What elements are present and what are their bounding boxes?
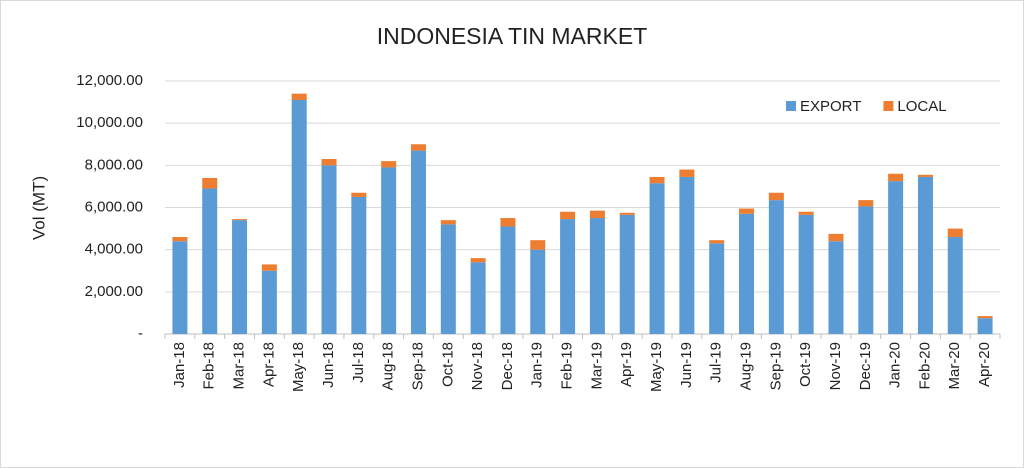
y-tick-label: 6,000.00 [85, 198, 143, 215]
x-tick-label: Jan-18 [171, 342, 188, 388]
bar-segment [291, 99, 307, 334]
x-tick-label: Apr-19 [618, 342, 635, 387]
bar-segment [560, 211, 576, 220]
bar-segment [321, 165, 337, 334]
bar-segment [858, 200, 874, 207]
bar-segment [739, 208, 755, 214]
x-tick-label: Mar-19 [588, 342, 605, 390]
bar-segment [977, 318, 993, 334]
x-tick-label: Mar-18 [231, 342, 248, 390]
bar-segment [709, 240, 725, 244]
x-tick-label: Dec-19 [857, 342, 874, 390]
legend-label: LOCAL [897, 98, 946, 115]
bar-segment [202, 177, 218, 189]
bar-segment [768, 200, 784, 334]
x-tick-label: Oct-19 [797, 342, 814, 387]
x-tick-label: Jul-19 [708, 342, 725, 383]
bar-segment [649, 176, 665, 184]
bar-segment [351, 196, 367, 334]
bar-segment [470, 262, 486, 334]
x-tick-label: Nov-18 [469, 342, 486, 390]
legend-swatch [883, 101, 894, 111]
bar-segment [828, 241, 844, 334]
x-tick-label: Aug-19 [737, 342, 754, 390]
bar-segment [351, 192, 367, 197]
y-tick-label: 12,000.00 [76, 72, 143, 89]
bar-segment [410, 144, 426, 151]
x-tick-label: Sep-18 [409, 342, 426, 390]
x-tick-label: May-19 [648, 342, 665, 392]
bar-segment [679, 169, 695, 177]
bar-segment [589, 218, 605, 334]
bar-segment [321, 159, 337, 166]
bar-segment [261, 270, 277, 334]
x-tick-label: May-18 [290, 342, 307, 392]
bar-segment [589, 210, 605, 219]
x-tick-label: Jan-20 [887, 342, 904, 388]
bar-segment [530, 240, 546, 250]
legend-label: EXPORT [800, 98, 861, 115]
legend-swatch [786, 101, 796, 111]
chart-title: INDONESIA TIN MARKET [377, 23, 648, 49]
y-tick-label: - [138, 325, 143, 342]
x-tick-label: Dec-18 [499, 342, 516, 390]
x-tick-label: Feb-18 [201, 342, 218, 390]
y-tick-label: 4,000.00 [85, 241, 143, 258]
bar-segment [381, 161, 397, 168]
bar-segment [977, 316, 993, 319]
bar-segment [530, 249, 546, 334]
x-tick-label: Jun-19 [678, 342, 695, 388]
bar-segment [739, 213, 755, 334]
x-tick-label: Jan-19 [529, 342, 546, 388]
bar-segment [172, 241, 188, 334]
y-tick-label: 10,000.00 [76, 114, 143, 131]
y-tick-label: 2,000.00 [85, 283, 143, 300]
x-tick-label: Feb-19 [559, 342, 576, 390]
x-tick-label: Sep-19 [767, 342, 784, 390]
bar-segment [709, 243, 725, 334]
bar-segment [440, 220, 456, 225]
bar-segment [500, 226, 516, 334]
bar-segment [947, 228, 963, 238]
bar-segment [828, 233, 844, 242]
bar-segment [232, 219, 248, 221]
bar-segment [202, 188, 218, 334]
bar-segment [470, 258, 486, 263]
bar-segment [560, 219, 576, 334]
bar-segment [768, 192, 784, 201]
bar-segment [500, 218, 516, 227]
x-tick-label: Oct-18 [439, 342, 456, 387]
bar-segment [440, 224, 456, 334]
bar-segment [649, 183, 665, 334]
bar-segment [679, 176, 695, 334]
bar-segment [917, 174, 933, 177]
x-tick-label: Aug-18 [380, 342, 397, 390]
x-tick-label: Apr-18 [260, 342, 277, 387]
bar-segment [888, 181, 904, 334]
bar-segment [232, 220, 248, 334]
x-tick-label: Jun-18 [320, 342, 337, 388]
bar-segment [619, 214, 635, 334]
bar-segment [291, 93, 307, 100]
bar-segment [410, 150, 426, 334]
bar-segment [917, 176, 933, 334]
bar-segment [619, 212, 635, 215]
x-tick-label: Jul-18 [350, 342, 367, 383]
bar-segment [858, 206, 874, 334]
x-tick-label: Mar-20 [946, 342, 963, 390]
bar-segment [798, 214, 814, 334]
bar-segment [947, 237, 963, 334]
bar-segment [381, 167, 397, 334]
x-tick-label: Apr-20 [976, 342, 993, 387]
y-tick-label: 8,000.00 [85, 156, 143, 173]
x-tick-label: Nov-19 [827, 342, 844, 390]
bar-segment [888, 173, 904, 182]
y-axis-label: Vol (MT) [29, 176, 48, 240]
x-tick-label: Feb-20 [916, 342, 933, 390]
bar-segment [798, 211, 814, 215]
bar-segment [261, 264, 277, 271]
bar-segment [172, 237, 188, 242]
